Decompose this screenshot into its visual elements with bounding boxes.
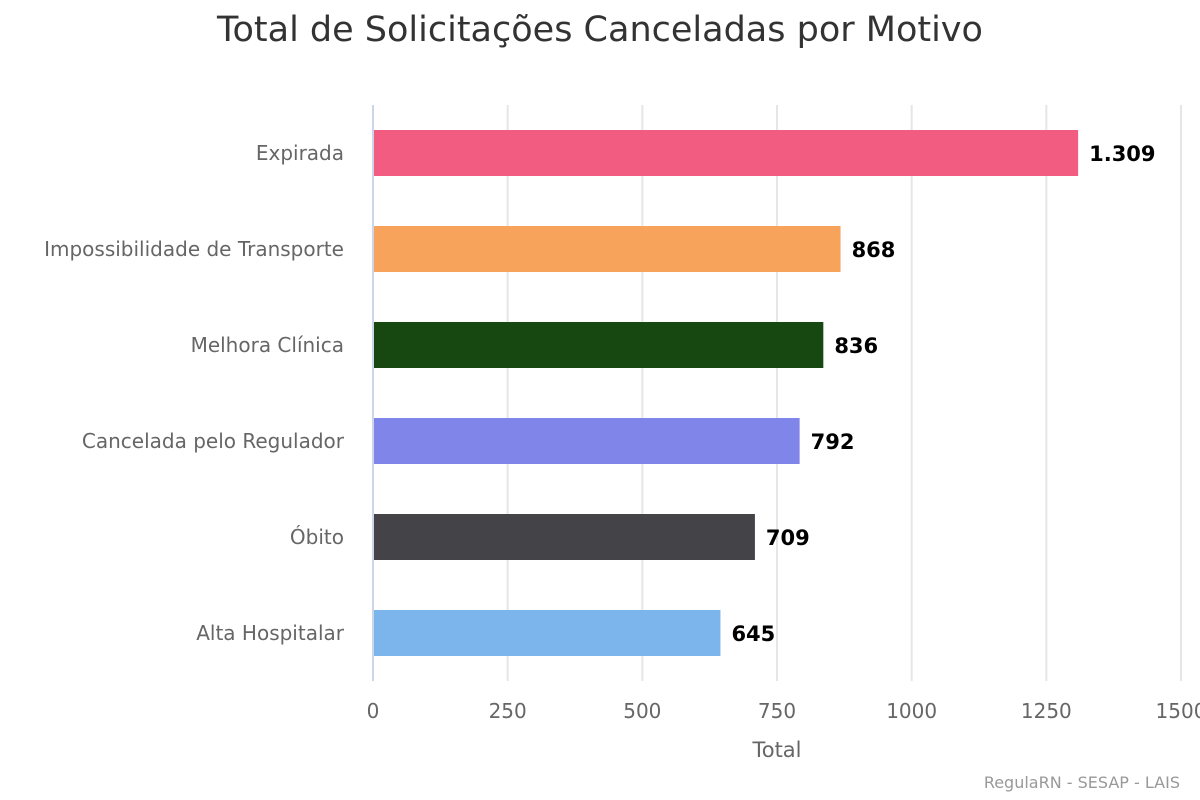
data-label: 709	[766, 526, 810, 550]
x-tick-label: 250	[489, 699, 527, 723]
category-label: Impossibilidade de Transporte	[44, 237, 344, 261]
category-label: Melhora Clínica	[191, 333, 344, 357]
bar[interactable]	[374, 226, 841, 272]
x-tick-label: 500	[623, 699, 661, 723]
bars	[374, 130, 1079, 656]
category-label: Cancelada pelo Regulador	[82, 429, 345, 453]
data-label: 792	[811, 430, 855, 454]
grid-lines	[506, 105, 1182, 681]
category-labels: Expirada Impossibilidade de Transporte Mel…	[44, 141, 345, 645]
category-label: Óbito	[290, 525, 344, 549]
category-label: Expirada	[256, 141, 344, 165]
data-labels: 1.309 868 836 792 709 645	[731, 142, 1155, 646]
category-label: Alta Hospitalar	[196, 621, 345, 645]
data-label: 645	[731, 622, 775, 646]
x-axis-title: Total	[751, 738, 801, 762]
x-tick-label: 1000	[886, 699, 937, 723]
x-tick-label: 1250	[1021, 699, 1072, 723]
x-tick-label: 0	[367, 699, 380, 723]
data-label: 836	[834, 334, 878, 358]
credits[interactable]: RegulaRN - SESAP - LAIS	[983, 773, 1180, 792]
data-label: 868	[852, 238, 896, 262]
bar[interactable]	[374, 322, 824, 368]
bar[interactable]	[374, 514, 755, 560]
x-axis-ticks: 0 250 500 750 1000 1250 1500	[367, 699, 1200, 723]
bar[interactable]	[374, 130, 1079, 176]
bar[interactable]	[374, 418, 800, 464]
x-tick-label: 1500	[1156, 699, 1200, 723]
chart-title: Total de Solicitações Canceladas por Mot…	[217, 10, 983, 50]
x-tick-label: 750	[758, 699, 796, 723]
data-label: 1.309	[1089, 142, 1155, 166]
bar[interactable]	[374, 610, 721, 656]
